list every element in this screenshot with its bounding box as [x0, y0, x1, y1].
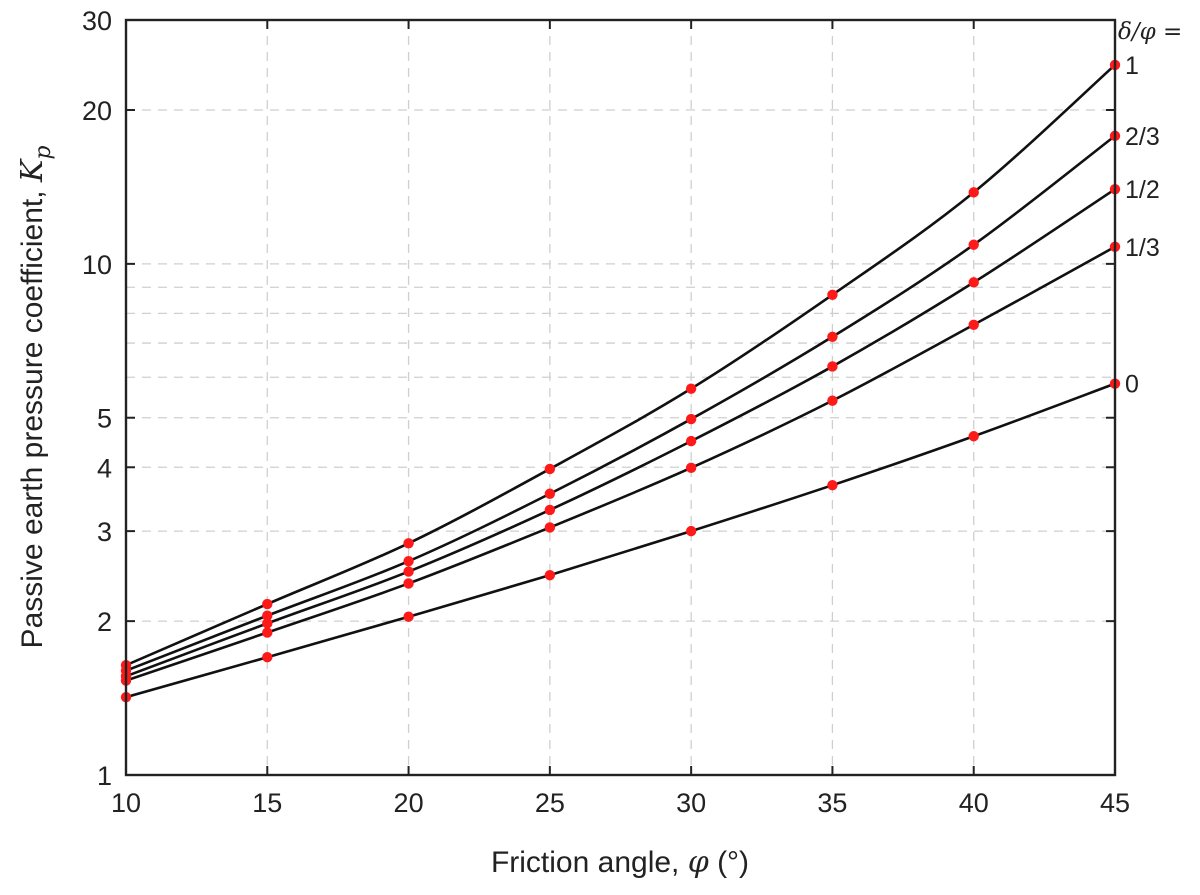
- y-tick-label-5: 5: [97, 404, 112, 434]
- data-point-series-2-x20: [403, 566, 414, 577]
- curve-series-0: [125, 63, 1116, 667]
- curve-series-4: [125, 382, 1116, 699]
- x-gridlines: [266, 20, 975, 775]
- data-point-series-1-x35: [827, 331, 838, 342]
- data-point-series-3-x15: [262, 627, 273, 638]
- data-point-series-1-x20: [403, 555, 414, 567]
- data-point-series-1-x15: [262, 610, 273, 621]
- curve-series-2: [125, 188, 1116, 678]
- data-point-series-4-x25: [544, 569, 556, 581]
- x-tick-label-25: 25: [535, 788, 565, 818]
- data-point-series-3-x35: [827, 395, 838, 406]
- x-tick-label-20: 20: [394, 788, 424, 818]
- plot-frame: [124, 18, 1117, 777]
- data-point-series-0-x35: [827, 289, 838, 300]
- x-tick-label-35: 35: [817, 788, 847, 818]
- data-point-series-3-x40: [968, 319, 979, 330]
- series-curves: [125, 63, 1116, 699]
- series-label-1: 2/3: [1125, 123, 1160, 151]
- y-gridlines: [126, 109, 1115, 622]
- data-point-series-0-x25: [544, 463, 556, 475]
- x-tick-label-30: 30: [676, 788, 706, 818]
- data-point-series-0-x30: [685, 383, 697, 394]
- data-point-series-3-x20: [403, 578, 414, 589]
- y-axis-title: Passive earth pressure coefficient, Kp: [15, 146, 56, 649]
- data-point-series-1-x25: [544, 488, 556, 499]
- data-point-series-1-x40: [968, 239, 979, 250]
- axis-ticks: [125, 19, 1116, 776]
- data-point-series-0-x15: [262, 598, 273, 610]
- x-tick-label-15: 15: [252, 788, 282, 818]
- x-tick-label-40: 40: [959, 788, 989, 818]
- series-label-3: 1/3: [1125, 234, 1160, 262]
- data-point-series-2-x30: [685, 435, 697, 447]
- series-label-2: 1/2: [1125, 176, 1160, 204]
- data-point-series-1-x30: [685, 413, 697, 425]
- x-tick-label-45: 45: [1100, 788, 1130, 818]
- data-point-series-3-x30: [685, 462, 697, 474]
- data-point-series-4-x40: [968, 431, 979, 442]
- y-tick-label-20: 20: [82, 96, 112, 126]
- data-point-series-4-x15: [262, 652, 273, 663]
- y-tick-label-4: 4: [97, 453, 112, 483]
- data-point-series-2-x40: [968, 277, 979, 288]
- series-markers: [120, 59, 1121, 703]
- y-tick-label-2: 2: [97, 607, 112, 637]
- data-point-series-4-x35: [827, 479, 838, 491]
- x-axis-title: Friction angle, φ (°): [491, 845, 749, 880]
- y-tick-labels: 1 2 3 4 5 10 20 30: [82, 6, 112, 791]
- data-point-series-2-x15: [262, 618, 273, 629]
- data-point-series-2-x25: [544, 504, 556, 516]
- data-point-series-4-x30: [685, 525, 697, 537]
- series-label-4: 0: [1125, 371, 1139, 399]
- data-point-series-2-x35: [827, 361, 838, 372]
- data-point-series-3-x25: [544, 522, 556, 533]
- series-labels: 1 2/3 1/2 1/3 0: [1125, 52, 1160, 399]
- curve-series-3: [125, 245, 1116, 682]
- legend-title: δ/φ =: [1118, 19, 1182, 45]
- y-tick-label-1: 1: [97, 761, 112, 791]
- data-point-series-0-x20: [403, 538, 414, 549]
- y-tick-label-3: 3: [97, 517, 112, 547]
- y-tick-label-10: 10: [82, 250, 112, 280]
- x-tick-label-10: 10: [111, 788, 141, 818]
- series-label-0: 1: [1125, 52, 1139, 80]
- y-tick-label-30: 30: [82, 6, 112, 36]
- data-point-series-0-x40: [968, 187, 979, 198]
- x-tick-labels: 10 15 20 25 30 35 40 45: [111, 788, 1130, 818]
- curve-series-1: [125, 134, 1116, 672]
- data-point-series-4-x20: [403, 611, 414, 622]
